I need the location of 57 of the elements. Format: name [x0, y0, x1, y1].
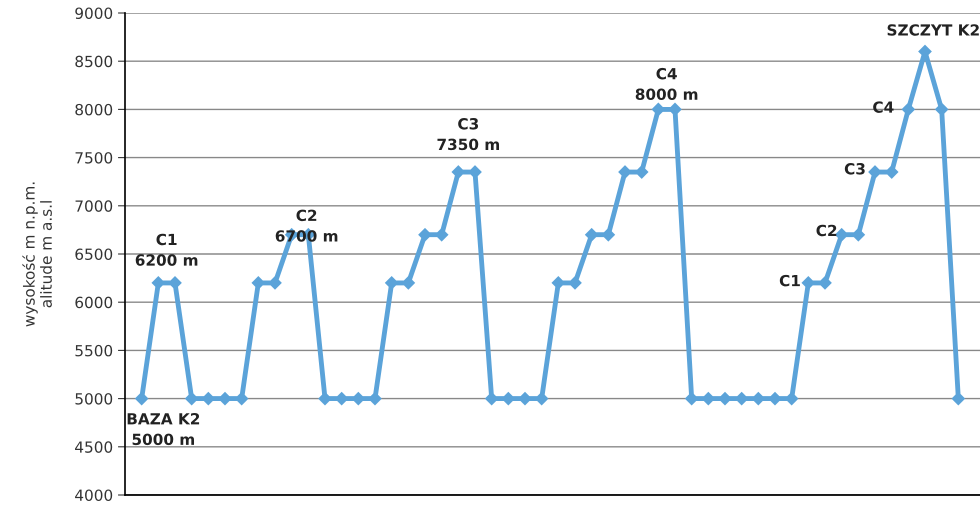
point	[485, 392, 498, 406]
y-tick-label: 7500	[76, 152, 112, 164]
point	[435, 228, 448, 242]
point	[802, 276, 815, 290]
point	[685, 392, 698, 406]
y-tick-label: 4500	[75, 441, 112, 453]
point	[852, 228, 865, 242]
point	[818, 276, 832, 290]
y-tick-label: 9000	[75, 7, 112, 20]
point	[252, 276, 265, 290]
annotation: BAZA K2 5000 m	[128, 412, 200, 446]
point	[702, 392, 715, 406]
point	[152, 276, 165, 290]
point	[902, 102, 915, 116]
point	[468, 165, 482, 179]
annotation: C4	[873, 101, 894, 113]
point	[452, 165, 465, 179]
point	[502, 392, 515, 406]
point	[835, 228, 848, 242]
annotation: C1	[780, 274, 800, 286]
annotation: C3	[844, 163, 865, 175]
point	[385, 276, 398, 290]
point	[585, 228, 598, 242]
y-tick-label: 7000	[76, 200, 112, 212]
annotation: C1 6200 m	[136, 234, 198, 266]
point	[352, 392, 365, 406]
point	[785, 392, 798, 406]
point	[235, 392, 248, 406]
y-tick-label: 6000	[75, 296, 112, 308]
y-tick-label: 4000	[75, 489, 112, 502]
y-axis-title: wysokość m n.p.m. alitude m a.s.l	[22, 182, 52, 326]
y-tick-label: 5000	[75, 393, 112, 405]
annotation: C2	[816, 224, 836, 236]
point	[635, 165, 648, 179]
point	[952, 392, 965, 406]
point	[202, 392, 215, 406]
point	[602, 228, 615, 242]
point	[735, 392, 748, 406]
y-tick-label: 8500	[75, 56, 112, 68]
point	[535, 392, 548, 406]
point	[652, 102, 665, 116]
point	[135, 392, 148, 406]
point	[552, 276, 565, 290]
annotation: C4 8000 m	[636, 68, 698, 100]
y-tick-label: 6500	[75, 248, 112, 260]
y-tick-label: 5500	[75, 344, 112, 356]
point	[885, 165, 898, 179]
annotation: SZCZYT K2	[888, 24, 979, 36]
point	[868, 165, 882, 179]
point	[335, 392, 348, 406]
annotation: C3 7350 m	[437, 118, 500, 150]
point	[402, 276, 415, 290]
point	[185, 392, 198, 406]
point	[752, 392, 765, 406]
y-tick-label: 8000	[75, 104, 112, 116]
point	[618, 165, 632, 179]
point	[935, 102, 948, 116]
